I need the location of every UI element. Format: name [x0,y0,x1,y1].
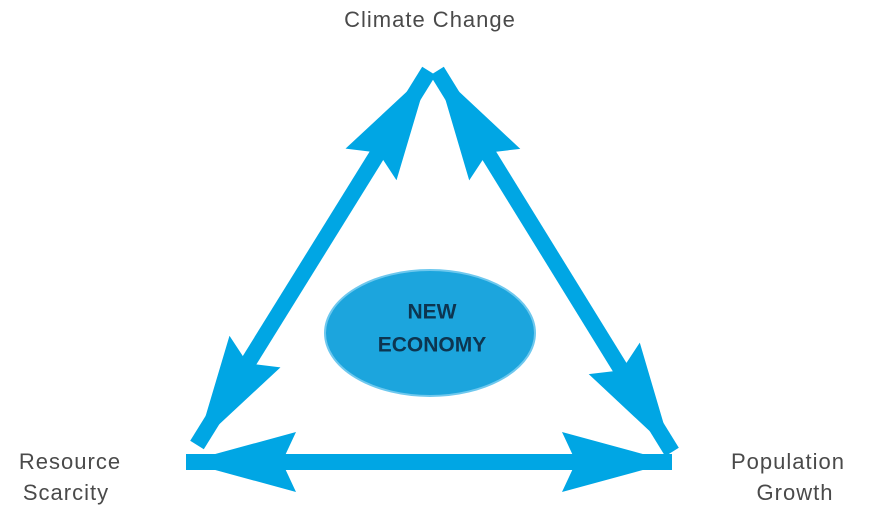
center-label: NEW [408,301,457,324]
node-label: Population [731,449,845,474]
node-label: Resource [19,449,121,474]
node-label: Growth [757,480,834,505]
arrow-right [430,66,679,457]
center-label: ECONOMY [378,334,487,357]
node-label: Scarcity [23,480,109,505]
center-ellipse [324,269,536,397]
node-label: Climate Change [344,7,516,32]
arrow-left [190,66,436,450]
arrows [186,66,679,492]
